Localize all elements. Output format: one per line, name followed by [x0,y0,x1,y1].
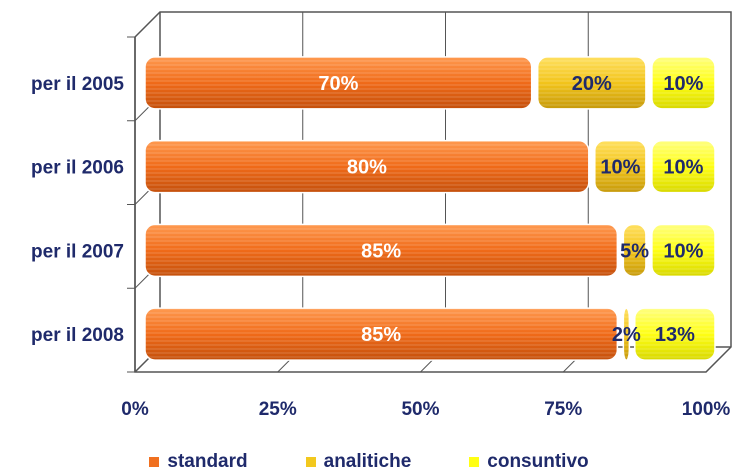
y-tick-label: per il 2006 [31,158,124,179]
bar-standard-texture [145,224,618,277]
bar-consuntivo-texture [634,308,715,361]
y-tick-label: per il 2005 [31,74,124,95]
data-label: 10% [663,157,703,179]
stacked-bar-chart: 70% 20% 10% 80% 10% 10% 85% 5% 10% 85% 2% 13% per i… [31,11,732,420]
bar-consuntivo-texture [651,224,715,277]
data-label: 13% [655,324,695,346]
floor-gridline [705,346,732,373]
x-tick-label: 0% [121,399,149,420]
data-label: 2% [612,324,641,346]
data-label: 80% [347,157,387,179]
legend-swatch [469,457,480,467]
x-tick-label: 100% [682,399,731,420]
x-tick-label: 75% [544,399,582,420]
bars [144,56,716,361]
bar-analitiche-texture [623,224,646,277]
y-tick-label: per il 2007 [31,241,124,262]
legend-label: analitiche [323,451,412,472]
data-label: 70% [318,73,358,95]
bar-standard-texture [145,56,532,109]
data-label: 85% [361,240,401,262]
data-label: 10% [663,240,703,262]
data-label: 10% [600,157,640,179]
x-tick-label: 25% [259,399,297,420]
legend-label: standard [167,451,248,472]
data-label: 5% [620,240,649,262]
legend: standard analitiche consuntivo [0,451,738,472]
data-label: 85% [361,324,401,346]
bar-consuntivo-texture [651,56,715,109]
legend-item: consuntivo [469,451,589,472]
bar-standard-texture [145,308,618,361]
bar-analitiche-texture [623,308,630,361]
bar-analitiche-texture [594,140,646,193]
x-tick-label: 50% [401,399,439,420]
data-labels: 70% 20% 10% 80% 10% 10% 85% 5% 10% 85% 2% 13% [318,73,703,346]
data-label: 20% [572,73,612,95]
data-label: 10% [663,73,703,95]
bar-standard-texture [145,140,589,193]
legend-swatch [305,457,316,467]
y-tick-label: per il 2008 [31,325,124,346]
legend-item: analitiche [305,451,412,472]
bar-analitiche-texture [537,56,646,109]
legend-swatch [149,457,160,467]
bar-consuntivo-texture [651,140,715,193]
legend-item: standard [149,451,248,472]
axes: per il 2005 per il 2006 per il 2007 per il … [31,74,730,420]
legend-label: consuntivo [487,451,589,472]
